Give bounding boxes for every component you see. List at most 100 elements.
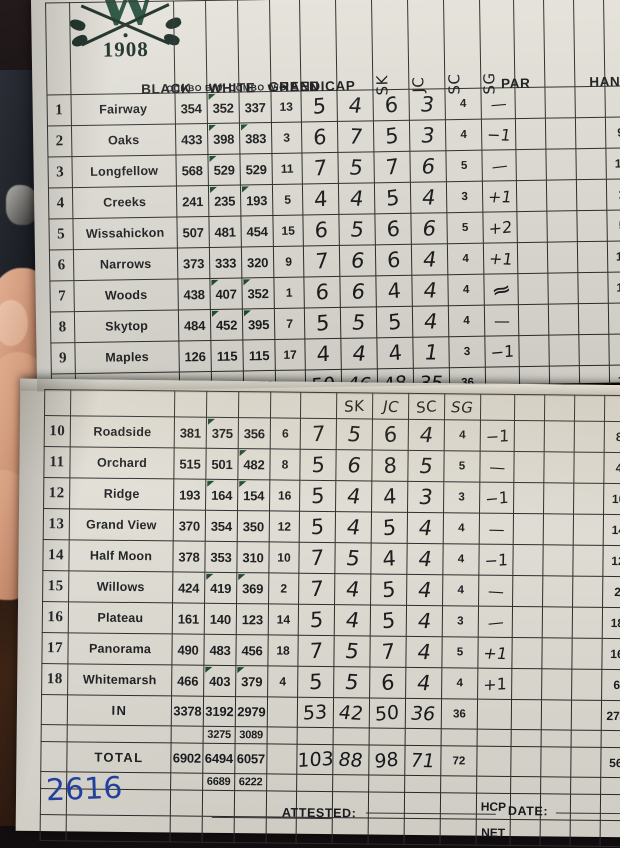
score-cell[interactable]: 5 [338,213,376,246]
blank-cell[interactable] [515,149,547,181]
adjustment-cell[interactable]: −1 [480,420,515,452]
score-cell[interactable]: 7 [301,152,339,184]
blank-cell[interactable] [578,334,610,366]
score-cell[interactable]: 4 [334,573,371,605]
blank-cell[interactable] [570,747,602,778]
blank-cell[interactable] [542,575,573,608]
adjustment-cell[interactable]: +2 [482,211,518,244]
blank-cell[interactable] [600,794,620,821]
score-cell[interactable]: 5 [373,120,410,152]
adjustment-cell[interactable]: +1 [483,242,518,275]
blank-cell[interactable] [573,452,605,484]
blank-cell[interactable] [570,794,601,821]
score-cell[interactable]: 4 [338,182,375,215]
blank-cell[interactable] [572,607,603,639]
score-cell[interactable]: 5 [374,182,411,214]
blank-cell[interactable] [513,451,545,483]
score-cell[interactable]: 3 [408,88,446,121]
adjustment-cell[interactable]: — [478,606,513,638]
blank-cell[interactable] [544,420,575,453]
player-header-1-back[interactable]: SK [336,392,373,419]
adjustment-cell[interactable]: +1 [477,637,513,669]
score-cell[interactable]: 4 [406,605,443,637]
blank-cell[interactable] [571,700,602,731]
blank-cell[interactable] [543,451,575,484]
score-cell[interactable]: 6 [409,150,447,183]
score-cell[interactable]: 4 [405,636,443,668]
score-cell[interactable]: 5 [370,573,407,606]
score-cell[interactable]: 8 [371,449,409,482]
score-cell[interactable]: 7 [300,418,337,450]
blank-cell[interactable] [514,420,545,452]
score-cell[interactable]: 4 [411,243,448,276]
blank-cell[interactable] [578,303,609,335]
blank-cell[interactable] [512,544,544,576]
adjustment-cell[interactable]: +1 [477,668,512,700]
score-cell[interactable]: 6 [339,275,377,308]
blank-cell[interactable] [516,211,548,243]
blank-cell[interactable] [476,746,512,777]
blank-cell[interactable] [515,118,546,150]
score-cell[interactable]: 1 [412,336,450,369]
adjustment-cell[interactable]: — [481,149,517,182]
blank-cell[interactable] [575,148,607,180]
blank-cell[interactable] [576,210,608,242]
score-cell[interactable]: 5 [340,306,377,339]
player-header-3[interactable]: SC [443,0,481,95]
total-score-cell[interactable]: 98 [368,744,406,776]
blank-cell[interactable] [514,87,546,119]
score-cell[interactable]: 7 [297,635,335,667]
score-cell[interactable]: 5 [299,480,336,512]
score-cell[interactable]: 6 [303,276,341,308]
blank-cell[interactable] [570,820,601,847]
blank-cell[interactable] [518,304,549,336]
blank-cell[interactable] [574,86,606,118]
score-cell[interactable]: 7 [373,151,411,183]
blank-cell[interactable] [577,241,608,273]
blank-cell[interactable] [572,545,604,577]
blank-cell[interactable] [512,575,543,607]
adjustment-cell[interactable]: — [479,451,515,483]
blank-cell[interactable] [511,637,543,669]
blank-cell[interactable] [574,421,605,453]
blank-cell[interactable] [576,179,607,211]
player-header-3-back[interactable]: SC [408,393,445,420]
total-score-cell[interactable]: 71 [404,745,442,776]
score-cell[interactable]: 4 [375,275,413,307]
score-cell[interactable]: 4 [405,667,442,699]
score-cell[interactable]: 6 [335,449,373,481]
score-cell[interactable]: 5 [333,635,371,667]
blank-cell[interactable] [512,606,543,638]
score-cell[interactable]: 6 [372,418,409,451]
score-cell[interactable]: 7 [303,245,340,277]
player-header-4-back[interactable]: SG [444,393,481,421]
blank-cell[interactable] [543,482,574,515]
score-cell[interactable]: 5 [299,511,336,543]
score-cell[interactable]: 4 [340,337,378,370]
total-score-cell[interactable]: 36 [405,698,442,729]
score-cell[interactable]: 4 [335,511,372,543]
blank-cell[interactable] [545,117,576,150]
score-cell[interactable]: 4 [335,480,372,512]
player-header-2[interactable]: JC [407,0,445,93]
total-score-cell[interactable]: 88 [332,744,370,775]
score-cell[interactable]: 4 [408,419,445,451]
blank-cell[interactable] [511,668,542,700]
blank-cell[interactable] [542,544,574,577]
score-cell[interactable]: 6 [374,213,412,245]
score-cell[interactable]: 5 [297,666,334,698]
score-cell[interactable]: 7 [298,573,335,605]
score-cell[interactable]: 5 [299,449,337,481]
adjustment-cell[interactable]: — [479,513,514,545]
score-cell[interactable]: 6 [369,666,406,699]
score-cell[interactable]: 4 [407,512,444,544]
total-score-cell[interactable]: 42 [333,697,370,728]
blank-cell[interactable] [516,180,547,212]
score-cell[interactable]: 5 [370,604,407,637]
adjustment-cell[interactable]: −1 [478,544,514,576]
adjustment-cell[interactable]: +1 [482,180,517,213]
blank-cell[interactable] [548,303,579,336]
score-cell[interactable]: 5 [371,511,408,544]
player-header-2-back[interactable]: JC [372,392,409,420]
blank-cell[interactable] [573,514,604,546]
